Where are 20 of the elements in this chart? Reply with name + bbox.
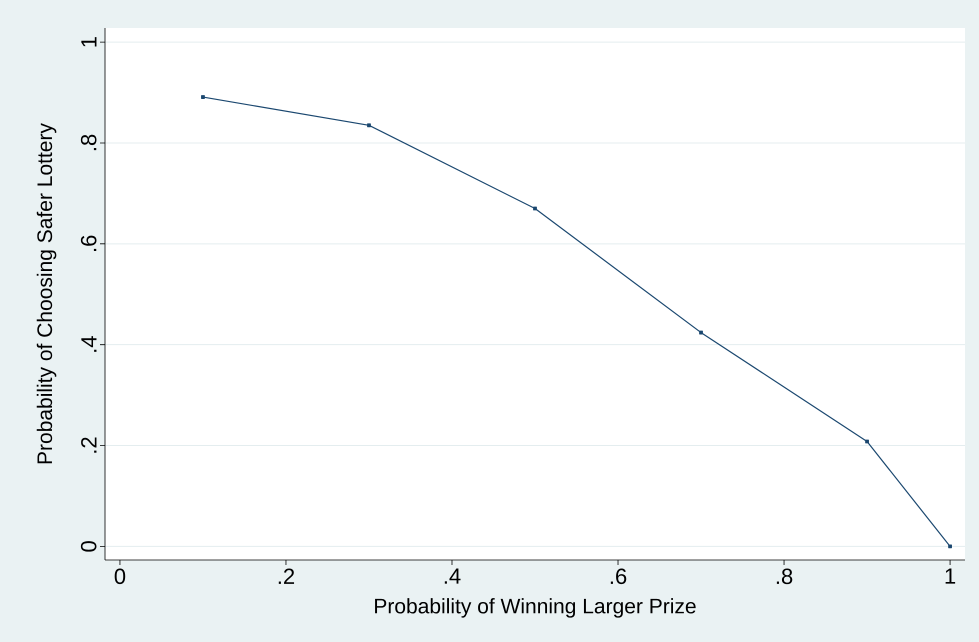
x-tick-label: .4	[444, 568, 461, 584]
y-tick-label: .8	[80, 134, 96, 150]
x-tick-label: .8	[776, 568, 792, 584]
point	[699, 330, 703, 334]
y-tick-label: 1	[81, 37, 96, 47]
point	[533, 206, 537, 210]
y-axis-title: Probability of Choosing Safer Lottery	[36, 123, 56, 464]
y-tick-label: 0	[80, 541, 96, 552]
x-axis-title: Probability of Winning Larger Prize	[375, 598, 696, 618]
y-tick-label: .4	[81, 336, 96, 352]
point	[201, 95, 205, 99]
y-tick-label: .2	[81, 437, 96, 453]
y-tick-label: .6	[80, 236, 96, 251]
x-tick-label: 0	[114, 568, 126, 584]
point	[948, 544, 952, 548]
x-tick-label: .6	[610, 568, 626, 584]
x-tick-label: 1	[946, 568, 956, 584]
point	[865, 440, 869, 444]
x-tick-label: .2	[278, 568, 294, 584]
point	[367, 123, 371, 128]
